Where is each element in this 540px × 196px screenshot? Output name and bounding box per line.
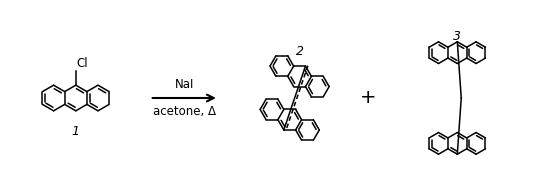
Text: +: +: [360, 89, 377, 107]
Text: NaI: NaI: [174, 78, 194, 91]
Text: Cl: Cl: [77, 57, 89, 70]
Text: 3: 3: [453, 30, 461, 43]
Text: 2: 2: [295, 45, 303, 58]
Text: acetone, Δ: acetone, Δ: [153, 105, 216, 118]
Text: 1: 1: [72, 125, 80, 138]
